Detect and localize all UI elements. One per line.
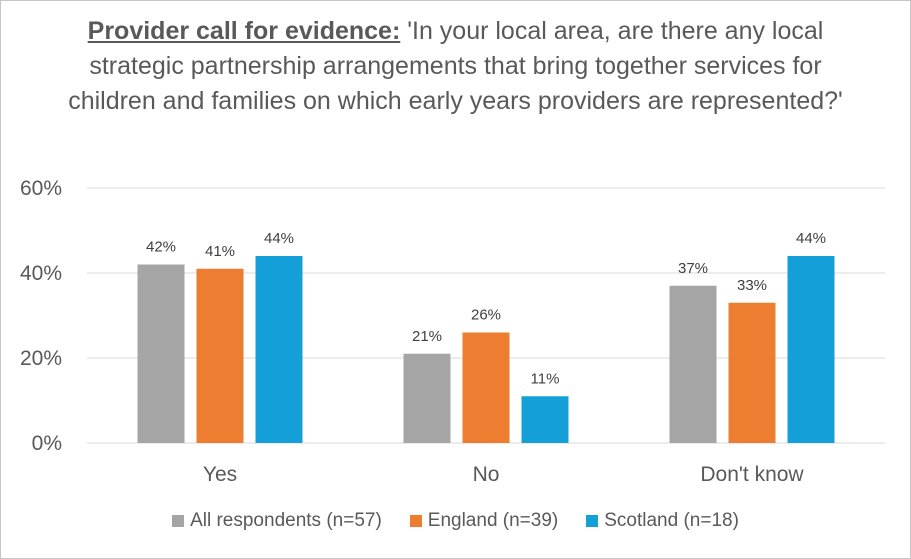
bar (137, 264, 185, 443)
data-label: 26% (471, 307, 501, 324)
data-label: 44% (264, 230, 294, 247)
bar (255, 256, 303, 443)
data-label: 21% (412, 328, 442, 345)
y-tick-label: 0% (32, 432, 62, 455)
category-label: Don't know (700, 463, 804, 486)
legend-label: All respondents (n=57) (190, 510, 382, 531)
category-label: No (473, 463, 500, 486)
data-label: 41% (205, 243, 235, 260)
y-axis-ticks: 0% 20% 40% 60% (20, 177, 62, 455)
category-label: Yes (203, 463, 237, 486)
bar (669, 285, 717, 443)
bar (403, 353, 451, 443)
bar (728, 302, 776, 443)
bar (196, 268, 244, 443)
chart-title-lead: Provider call for evidence: (87, 17, 401, 45)
legend-item: All respondents (n=57) (172, 510, 382, 532)
y-tick-label: 40% (20, 262, 62, 285)
data-label: 44% (796, 230, 826, 247)
data-label: 37% (678, 260, 708, 277)
data-label: 11% (531, 370, 560, 387)
legend-swatch (172, 515, 185, 527)
data-label: 33% (737, 277, 767, 294)
bar (462, 332, 510, 443)
data-labels: 42% 41% 44% 21% 26% 11% 37% 33% 44% (146, 230, 826, 387)
x-axis-categories: Yes No Don't know (203, 463, 805, 486)
legend-swatch (586, 515, 599, 527)
chart-title: Provider call for evidence: 'In your loc… (60, 14, 851, 119)
bar (787, 256, 835, 443)
legend-label: Scotland (n=18) (604, 510, 739, 531)
chart-title-question: 'In your local area, are there any local… (68, 17, 843, 115)
legend-swatch (409, 515, 422, 527)
bars (137, 256, 835, 443)
bar (521, 396, 569, 443)
y-tick-label: 60% (20, 177, 62, 200)
legend-item: England (n=39) (409, 510, 559, 532)
y-tick-label: 20% (20, 347, 62, 370)
chart-legend: All respondents (n=57) England (n=39) Scot… (0, 510, 911, 532)
legend-item: Scotland (n=18) (586, 510, 739, 532)
data-label: 42% (146, 239, 176, 256)
legend-label: England (n=39) (427, 510, 559, 531)
bar-chart-plot: 0%20%40%60% 42% 41%44%21%26%11%37%33%44% … (20, 177, 885, 486)
